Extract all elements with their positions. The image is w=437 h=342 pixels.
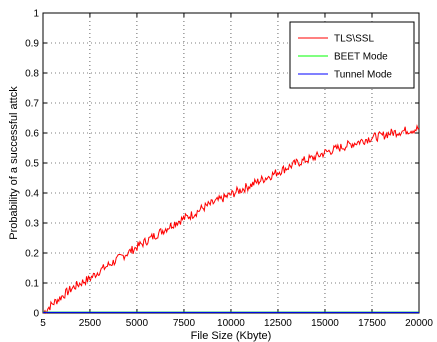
y-tick-label: 0 (33, 309, 39, 320)
x-tick-label: 20000 (405, 318, 433, 329)
y-tick-label: 0.8 (25, 69, 39, 80)
y-axis-label: Probability of a successful attck (8, 86, 20, 240)
legend-box (289, 21, 415, 89)
x-tick-label: 5000 (126, 318, 149, 329)
x-axis-label: File Size (Kbyte) (191, 330, 272, 342)
y-tick-label: 0.3 (25, 219, 39, 230)
y-tick-label: 0.6 (25, 129, 39, 140)
series-lines (42, 124, 420, 315)
y-tick-label: 1 (33, 9, 39, 20)
series-line-0 (42, 124, 420, 315)
x-tick-label: 12500 (264, 318, 292, 329)
x-tick-label: 15000 (311, 318, 339, 329)
y-tick-label: 0.7 (25, 99, 39, 110)
x-tick-label: 7500 (173, 318, 196, 329)
y-tick-label: 0.4 (25, 189, 39, 200)
x-tick-label: 10000 (217, 318, 245, 329)
legend: TLS\SSL BEET Mode Tunnel Mode (289, 21, 415, 89)
axis-ticks: 5 2500 5000 7500 10000 12500 15000 17500 20000 0 0… (25, 9, 433, 330)
legend-label-tunnel-mode: Tunnel Mode (334, 70, 392, 81)
y-tick-label: 0.9 (25, 39, 39, 50)
x-tick-label: 5 (40, 318, 46, 329)
legend-label-beet-mode: BEET Mode (334, 52, 388, 63)
y-tick-label: 0.2 (25, 249, 39, 260)
x-tick-label: 2500 (79, 318, 102, 329)
y-tick-label: 0.5 (25, 159, 39, 170)
legend-label-tls-ssl: TLS\SSL (334, 34, 374, 45)
x-tick-label: 17500 (358, 318, 386, 329)
y-tick-label: 0.1 (25, 279, 39, 290)
